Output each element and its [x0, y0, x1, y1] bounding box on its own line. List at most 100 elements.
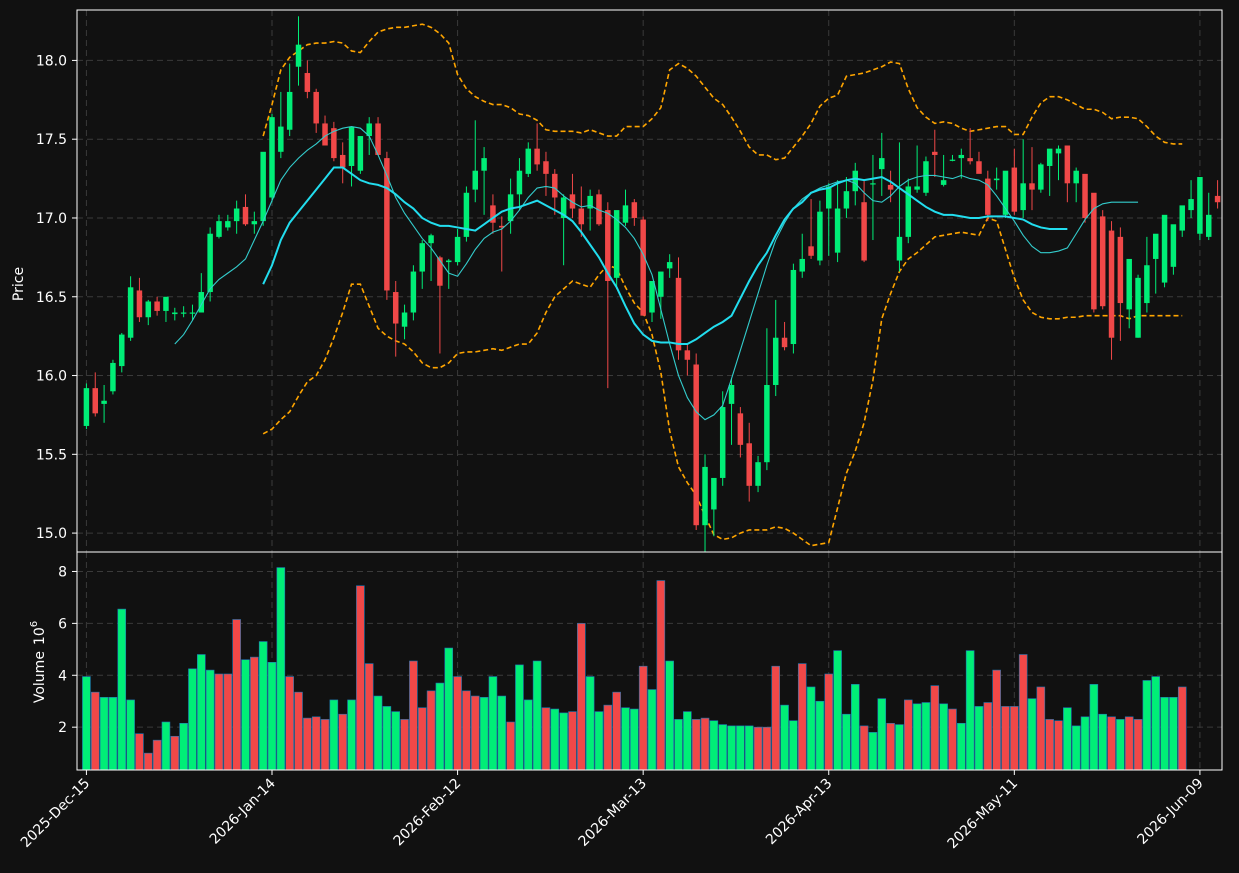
volume-bar: [727, 725, 736, 771]
candle-body: [110, 362, 116, 392]
volume-bar: [532, 660, 542, 771]
candle: [92, 372, 98, 417]
candle-body: [419, 243, 425, 272]
volume-y-tick-label: 6: [58, 616, 67, 632]
price-panel: 15.0 15.5 16.0 16.5 17.0 17.5 18.0 Price: [11, 9, 1223, 553]
volume-bar: [356, 585, 365, 771]
volume-bar: [1080, 716, 1090, 771]
volume-bar: [850, 684, 860, 771]
candle: [419, 240, 425, 289]
candle: [993, 167, 1000, 190]
candle: [1170, 224, 1177, 275]
volume-bar: [435, 682, 445, 771]
volume-bar: [99, 697, 109, 771]
candle: [1144, 236, 1150, 313]
volume-bar: [930, 685, 940, 771]
candle-body: [525, 148, 532, 174]
candle: [172, 307, 178, 321]
sma-slow-line: [262, 166, 1068, 346]
candle: [1073, 167, 1079, 203]
candle: [702, 454, 708, 552]
candle: [286, 63, 293, 137]
candle-body: [295, 44, 302, 67]
candle-body: [870, 183, 876, 185]
candle: [1055, 145, 1062, 181]
candle-body: [1170, 224, 1177, 267]
volume-panel-frame: [76, 551, 1223, 771]
candle-body: [92, 388, 98, 414]
candle-body: [269, 117, 275, 198]
volume-bar: [470, 695, 480, 771]
candle-body: [596, 194, 602, 225]
bollinger-lower-band: [262, 216, 1183, 547]
volume-bar: [992, 669, 1001, 771]
volume-y-tick-label: 8: [58, 564, 67, 580]
candle-body: [180, 312, 187, 314]
candle: [976, 151, 982, 174]
candle-body: [605, 210, 611, 281]
candle-body: [463, 192, 470, 237]
volume-bar: [939, 703, 948, 771]
candle: [781, 321, 788, 351]
candle: [1011, 148, 1018, 215]
volume-bar: [135, 733, 144, 771]
candle: [764, 328, 770, 471]
candle-body: [83, 388, 90, 426]
candle-body: [1073, 170, 1079, 184]
candle-body: [1161, 214, 1168, 283]
volume-bar: [700, 717, 710, 771]
candle: [905, 178, 912, 244]
candle: [896, 142, 903, 272]
candle-body: [658, 271, 664, 297]
candle: [242, 194, 249, 226]
candle: [233, 200, 240, 234]
candle: [481, 147, 487, 215]
candle-body: [198, 292, 205, 313]
volume-axis-label: Volume 106: [29, 621, 48, 703]
candle: [392, 281, 399, 357]
candle-body: [251, 221, 258, 225]
volume-bar: [285, 676, 294, 771]
volume-bar: [674, 719, 683, 771]
volume-bar: [267, 661, 277, 771]
volume-bar: [1054, 720, 1063, 771]
candle-body: [799, 258, 805, 272]
volume-bar: [1018, 654, 1028, 771]
candle-body: [1002, 170, 1009, 215]
volume-bar: [1169, 697, 1178, 771]
candle-body: [958, 154, 965, 159]
volume-bar: [161, 721, 171, 771]
candle-body: [587, 195, 593, 209]
candle: [410, 265, 417, 321]
volume-bar: [1027, 698, 1037, 771]
candle-body: [790, 269, 797, 345]
candle: [1197, 177, 1203, 241]
candle: [693, 353, 699, 530]
candle: [799, 233, 805, 278]
candle: [1179, 205, 1185, 237]
volume-bar: [258, 641, 268, 771]
candle: [605, 202, 611, 389]
candle-body: [534, 148, 540, 165]
candle-body: [993, 178, 1000, 181]
candle-body: [1011, 167, 1018, 212]
volume-bar: [1010, 706, 1019, 771]
candle: [967, 128, 973, 165]
volume-bar: [638, 665, 648, 771]
candle: [914, 145, 920, 193]
volume-bar: [904, 699, 913, 771]
candle-body: [905, 186, 912, 237]
volume-bar: [550, 708, 560, 771]
candle-body: [879, 158, 885, 170]
moving-averages: [174, 126, 1139, 421]
candle: [1046, 148, 1053, 196]
candle-body: [746, 443, 752, 486]
candle: [83, 383, 90, 430]
volume-axis-label-text: Volume: [32, 651, 48, 703]
candle-body: [127, 287, 134, 338]
volume-bar: [577, 623, 586, 771]
sma-fast-line: [174, 126, 1139, 421]
candle: [189, 304, 196, 321]
volume-bar: [559, 712, 568, 771]
candle-body: [781, 337, 788, 348]
